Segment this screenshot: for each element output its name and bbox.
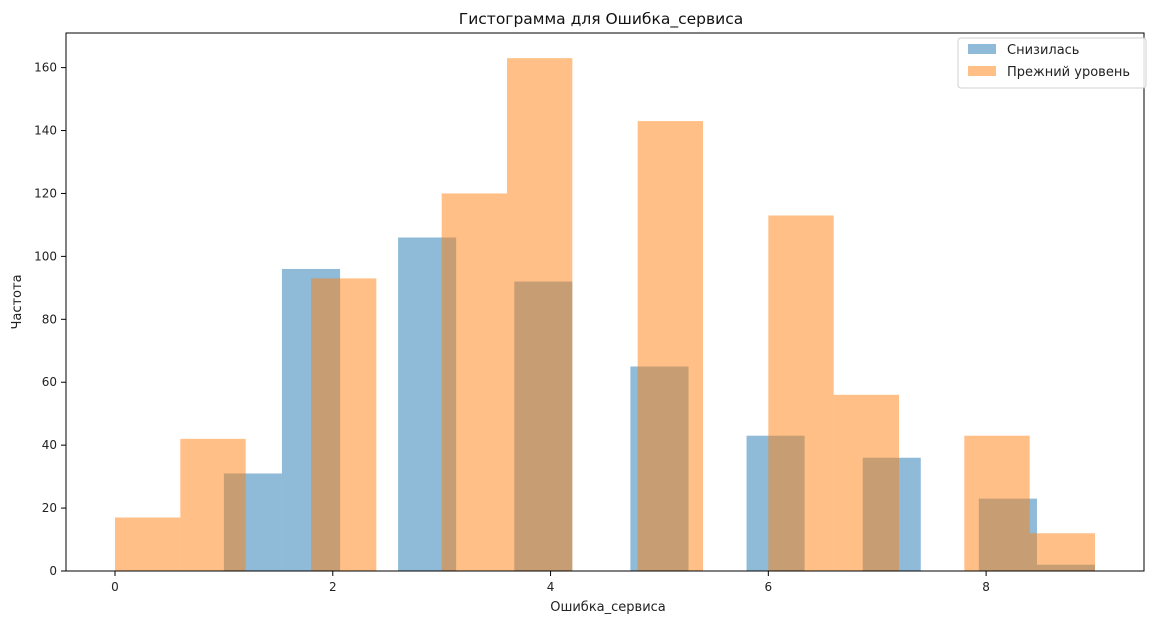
histogram-bar-series-1-bin-5 [441, 193, 507, 571]
y-axis: 0 20 40 60 80 100 120 140 160 [34, 61, 66, 578]
y-tick-label: 80 [42, 312, 57, 326]
x-tick-label: 4 [547, 580, 555, 594]
histogram-bar-series-1-bin-1 [180, 438, 246, 571]
legend-swatch-decreased [968, 44, 996, 54]
y-axis-title: Частота [10, 274, 25, 329]
y-tick-label: 40 [42, 438, 57, 452]
legend-swatch-same-level [968, 66, 996, 76]
y-tick-label: 20 [42, 501, 57, 515]
x-tick-label: 0 [111, 580, 119, 594]
y-tick-label: 60 [42, 375, 57, 389]
y-tick-label: 160 [34, 61, 57, 75]
histogram-bar-series-1-bin-6 [507, 58, 573, 571]
plot-frame [65, 32, 1145, 572]
y-tick-label: 120 [34, 186, 57, 200]
legend-label-same-level: Прежний уровень [1007, 65, 1130, 80]
histogram-bar-series-1-bin-11 [833, 394, 899, 571]
chart-title: Гистограмма для Ошибка_сервиса [459, 10, 743, 29]
x-tick-label: 2 [329, 580, 337, 594]
histogram-bar-series-1-bin-10 [768, 215, 834, 571]
x-axis-title: Ошибка_сервиса [550, 600, 666, 615]
histogram-bar-series-1-bin-14 [1029, 533, 1095, 571]
histogram-bar-series-1-bin-0 [115, 517, 181, 571]
y-tick-label: 140 [34, 124, 57, 138]
bars-layer [115, 58, 1095, 571]
histogram-bar-series-1-bin-8 [637, 121, 703, 571]
histogram-bar-series-1-bin-3 [311, 278, 377, 571]
y-tick-label: 0 [49, 564, 57, 578]
y-tick-label: 100 [34, 249, 57, 263]
x-tick-label: 8 [982, 580, 990, 594]
x-axis: 0 2 4 6 8 [111, 571, 990, 594]
legend-box [957, 37, 1147, 89]
legend: Снизилась Прежний уровень [957, 37, 1147, 89]
x-tick-label: 6 [765, 580, 773, 594]
histogram-bar-series-1-bin-13 [964, 435, 1030, 571]
legend-label-decreased: Снизилась [1007, 43, 1079, 58]
